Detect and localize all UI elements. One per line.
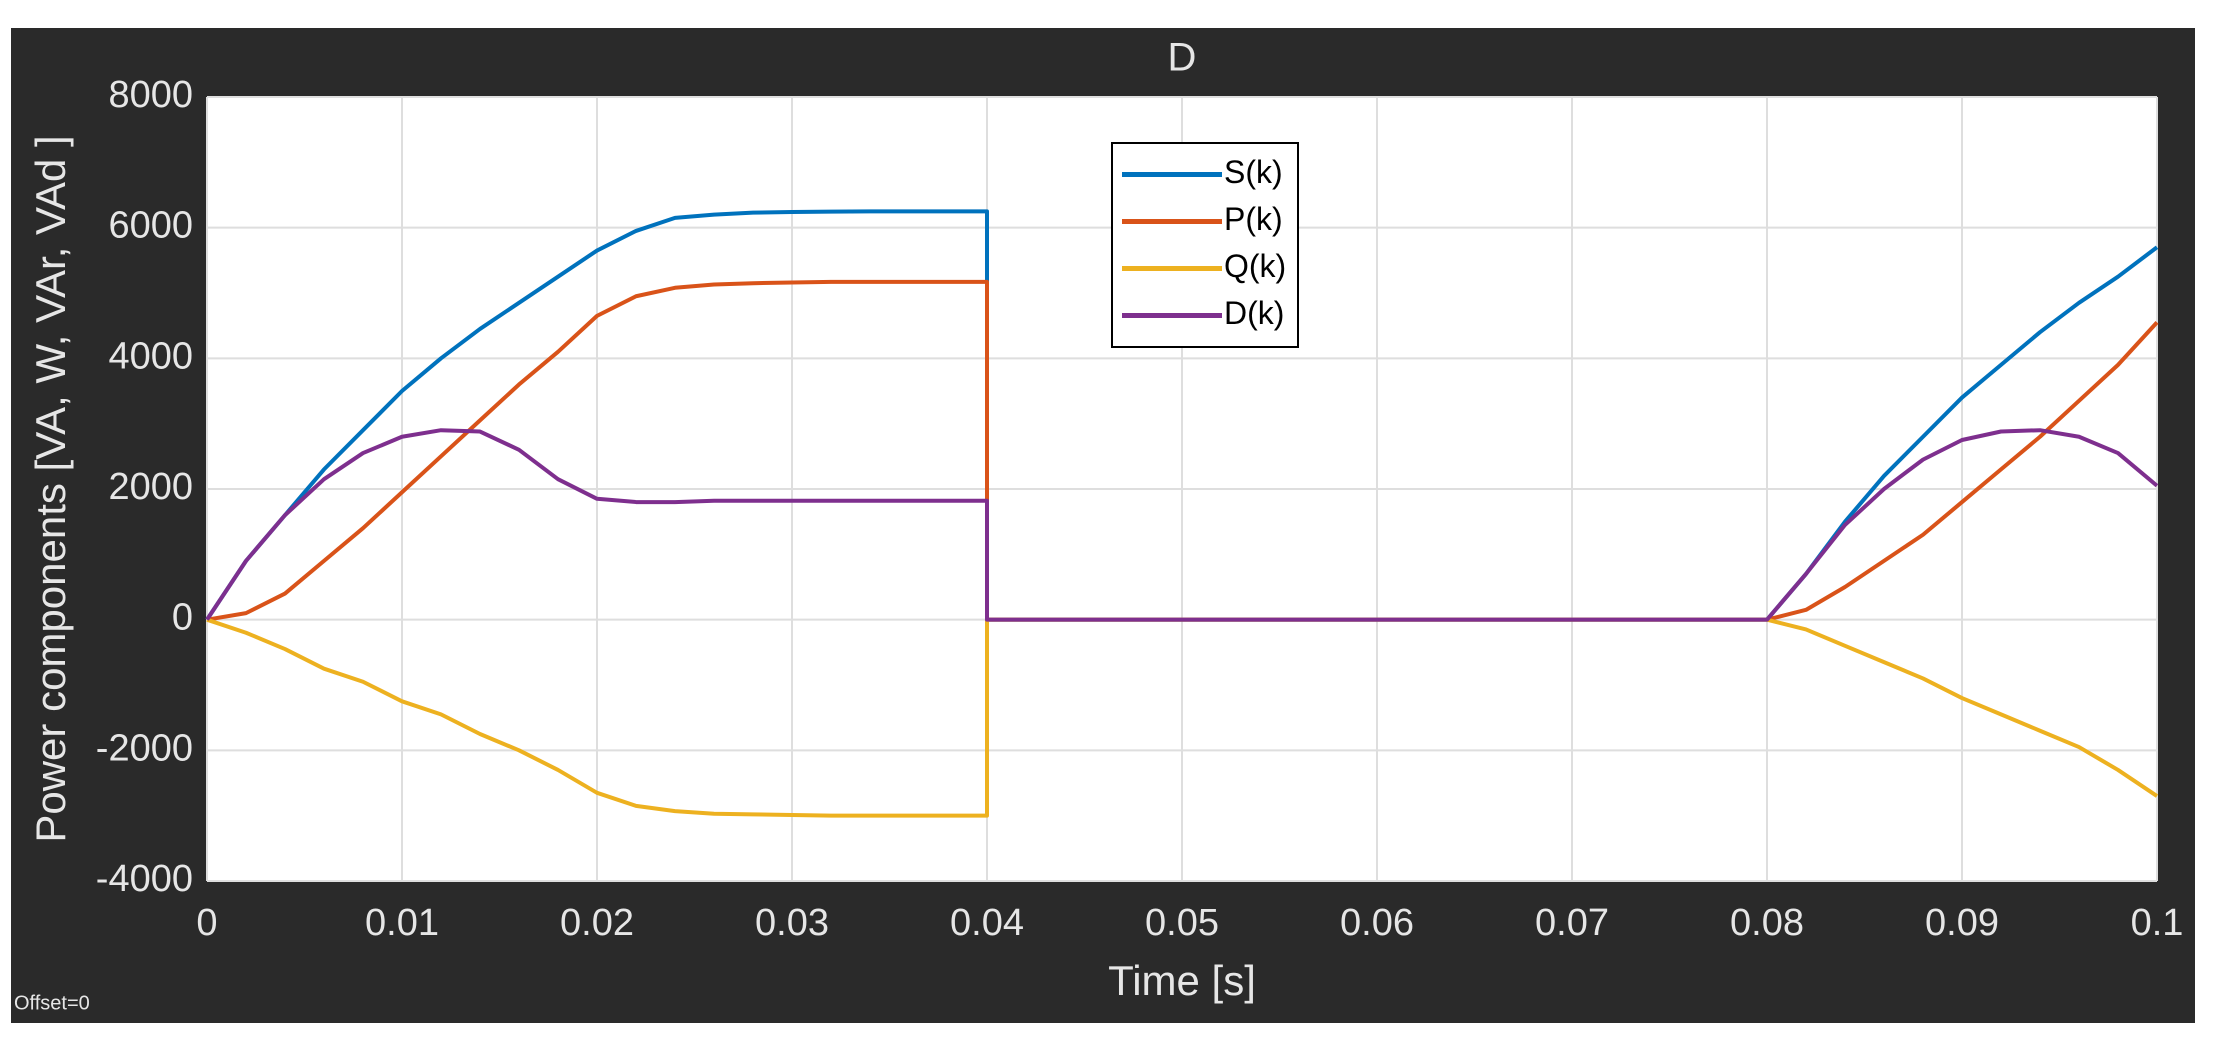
series-line xyxy=(206,279,2159,622)
x-tick-label: 0.05 xyxy=(1145,902,1219,944)
y-tick-label: 2000 xyxy=(108,466,193,508)
y-tick-label: -2000 xyxy=(96,727,193,769)
y-tick-label: 4000 xyxy=(108,335,193,377)
x-axis-label: Time [s] xyxy=(1108,957,1256,1004)
annotation: Offset=0 xyxy=(14,992,90,1014)
y-axis-label: Power components [VA, W, VAr, VAd ] xyxy=(27,135,74,842)
series-line xyxy=(206,617,2159,818)
y-tick-label: -4000 xyxy=(96,858,193,900)
legend-label: S(k) xyxy=(1224,154,1283,190)
chart-title: D xyxy=(1168,36,1197,80)
x-tick-label: 0 xyxy=(196,902,217,944)
x-tick-label: 0.1 xyxy=(2131,902,2184,944)
legend-label: Q(k) xyxy=(1224,248,1286,284)
x-tick-label: 0.08 xyxy=(1730,902,1804,944)
x-tick-label: 0.01 xyxy=(365,902,439,944)
x-tick-label: 0.09 xyxy=(1925,902,1999,944)
x-tick-label: 0.02 xyxy=(560,902,634,944)
y-tick-label: 6000 xyxy=(108,205,193,247)
x-tick-label: 0.06 xyxy=(1340,902,1414,944)
y-tick-label: 8000 xyxy=(108,74,193,116)
series-line xyxy=(205,428,2159,622)
y-tick-label: 0 xyxy=(172,597,193,639)
legend-label: D(k) xyxy=(1224,295,1284,331)
x-tick-label: 0.03 xyxy=(755,902,829,944)
legend-label: P(k) xyxy=(1224,201,1283,237)
x-tick-label: 0.04 xyxy=(950,902,1024,944)
x-tick-label: 0.07 xyxy=(1535,902,1609,944)
series-line xyxy=(205,209,2159,622)
